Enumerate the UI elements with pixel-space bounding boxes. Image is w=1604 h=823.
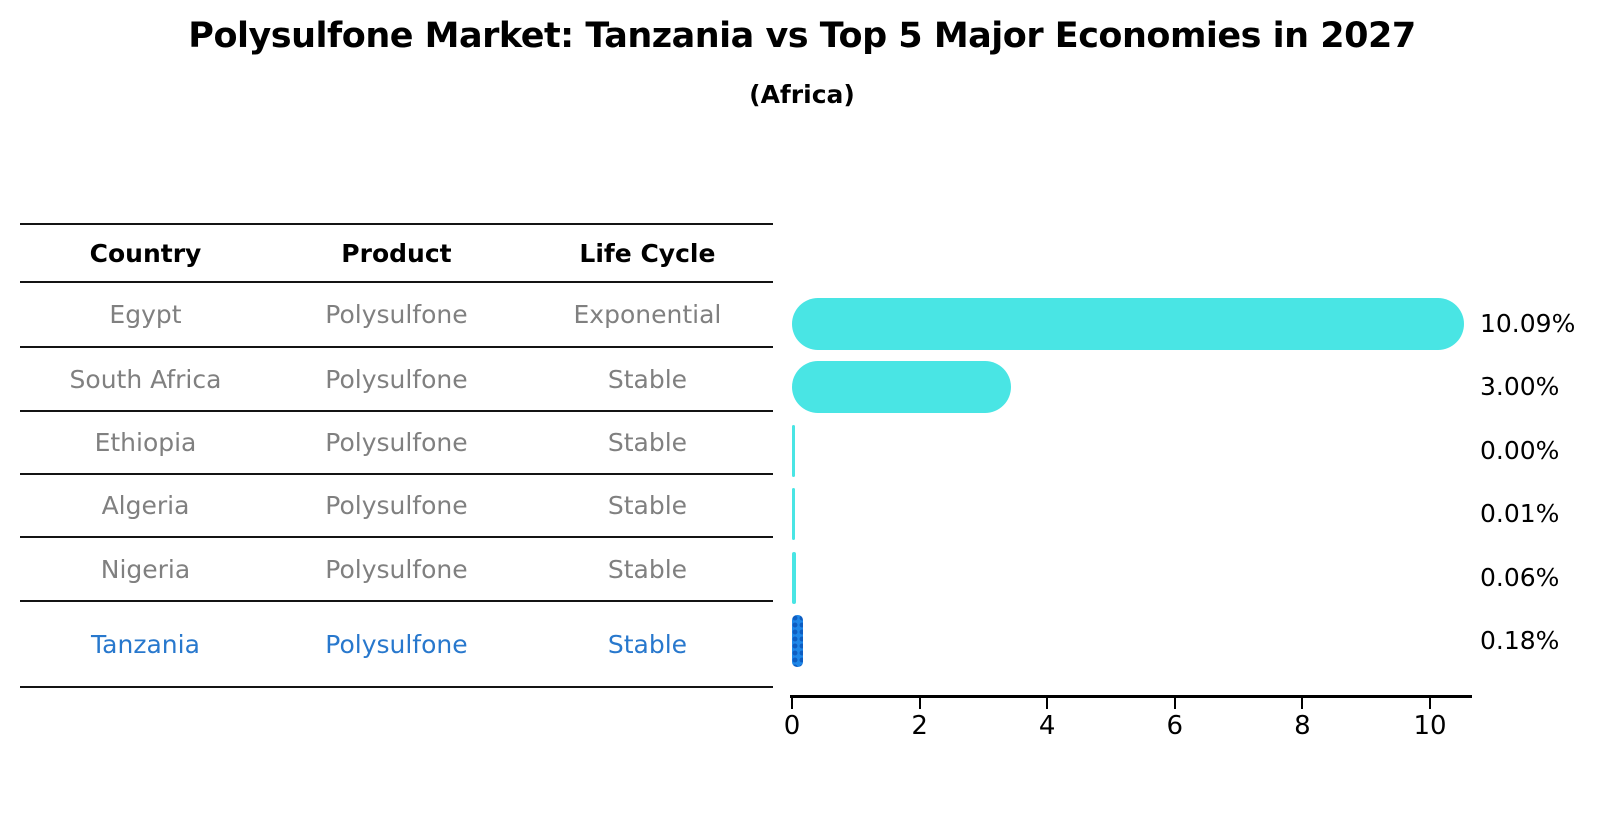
cell-country: Nigeria <box>100 554 191 584</box>
table-row-nigeria: Nigeria Polysulfone Stable <box>20 538 773 602</box>
chart-subtitle: (Africa) <box>749 80 855 109</box>
cell-country: Egypt <box>109 300 182 329</box>
x-axis-tick <box>1301 698 1304 709</box>
cell-country: South Africa <box>69 364 222 394</box>
bar-egypt <box>792 298 1464 350</box>
cell-life-cycle: Stable <box>607 364 688 394</box>
bar-algeria <box>792 488 795 540</box>
cell-country: Algeria <box>101 491 190 520</box>
value-label-ethiopia: 0.00% <box>1480 436 1560 465</box>
cell-life-cycle: Stable <box>607 554 688 584</box>
bar-plot-area: 0 2 4 6 8 10 <box>784 290 1472 741</box>
column-header-country: Country <box>89 238 202 268</box>
table-row-egypt: Egypt Polysulfone Exponential <box>20 283 773 348</box>
cell-country: Tanzania <box>91 629 200 659</box>
x-axis-tick <box>1046 698 1049 709</box>
value-label-tanzania: 0.18% <box>1480 626 1560 655</box>
table-row-ethiopia: Ethiopia Polysulfone Stable <box>20 412 773 475</box>
cell-life-cycle: Stable <box>607 491 688 520</box>
bar-tanzania-highlighted <box>792 615 804 667</box>
cell-country: Ethiopia <box>94 428 197 457</box>
cell-life-cycle: Stable <box>607 428 688 457</box>
cell-product: Polysulfone <box>325 554 468 584</box>
value-label-egypt: 10.09% <box>1480 309 1576 338</box>
x-axis-tick <box>1173 698 1176 709</box>
value-label-nigeria: 0.06% <box>1480 563 1560 592</box>
x-axis-tick-label: 6 <box>1166 711 1184 741</box>
cell-life-cycle: Stable <box>607 629 688 659</box>
bar-nigeria <box>792 552 796 604</box>
x-axis-tick-label: 0 <box>783 711 801 741</box>
x-axis-tick <box>918 698 921 709</box>
x-axis-tick-label: 10 <box>1413 711 1447 741</box>
x-axis-tick <box>1429 698 1431 709</box>
cell-product: Polysulfone <box>325 491 468 520</box>
bar-south-africa <box>792 361 1012 413</box>
cell-product: Polysulfone <box>325 364 468 394</box>
cell-product: Polysulfone <box>325 629 468 659</box>
table-row-algeria: Algeria Polysulfone Stable <box>20 475 773 538</box>
value-label-algeria: 0.01% <box>1480 499 1560 528</box>
cell-product: Polysulfone <box>325 300 468 329</box>
column-header-life-cycle: Life Cycle <box>579 238 716 268</box>
table-header-row: Country Product Life Cycle <box>20 223 773 283</box>
chart-title: Polysulfone Market: Tanzania vs Top 5 Ma… <box>188 16 1416 56</box>
table-row-tanzania-highlighted: Tanzania Polysulfone Stable <box>20 602 773 688</box>
cell-life-cycle: Exponential <box>573 300 722 329</box>
x-axis-tick-label: 8 <box>1294 711 1311 741</box>
column-header-product: Product <box>341 238 452 268</box>
x-axis-tick <box>791 698 793 709</box>
table-row-south-africa: South Africa Polysulfone Stable <box>20 348 773 412</box>
x-axis-tick-label: 2 <box>911 711 928 741</box>
bar-ethiopia <box>792 425 795 477</box>
x-axis-tick-label: 4 <box>1038 711 1056 741</box>
country-table: Country Product Life Cycle Egypt Polysul… <box>20 223 773 688</box>
value-label-south-africa: 3.00% <box>1480 372 1560 401</box>
cell-product: Polysulfone <box>325 428 468 457</box>
